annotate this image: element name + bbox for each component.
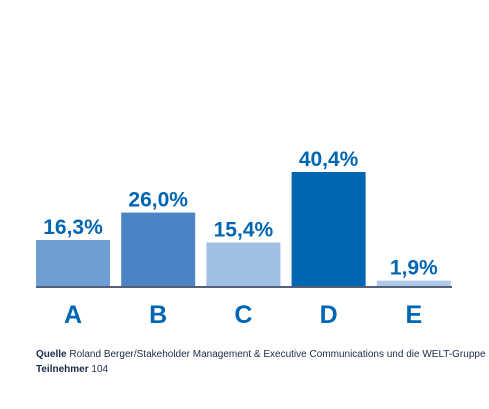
participants-label: Teilnehmer [36, 364, 89, 375]
source-label: Quelle [36, 349, 67, 360]
participants-value: 104 [91, 364, 109, 375]
value-label-b: 26,0% [128, 189, 188, 212]
category-label-d: D [320, 301, 338, 329]
category-label-b: B [149, 301, 167, 329]
bar-b [121, 212, 196, 286]
value-label-c: 15,4% [214, 219, 274, 242]
category-label-a: A [64, 301, 82, 329]
category-label-c: C [234, 301, 252, 329]
bar-a [36, 240, 110, 286]
source-line: Quelle Roland Berger/Stakeholder Managem… [36, 347, 486, 362]
value-label-a: 16,3% [43, 216, 103, 239]
value-label-e: 1,9% [390, 257, 438, 280]
participants-line: Teilnehmer 104 [36, 362, 486, 377]
bars-group [36, 172, 451, 286]
value-label-d: 40,4% [299, 148, 359, 171]
category-label-e: E [405, 301, 422, 329]
source-text: Roland Berger/Stakeholder Management & E… [69, 349, 486, 360]
value-labels-group: 16,3% 26,0% 15,4% 40,4% 1,9% [43, 148, 438, 280]
chart-footer: Quelle Roland Berger/Stakeholder Managem… [36, 347, 486, 377]
category-labels-group: A B C D E [64, 301, 422, 329]
bar-e [376, 280, 451, 286]
bar-c [206, 242, 281, 286]
bar-d [291, 172, 366, 286]
